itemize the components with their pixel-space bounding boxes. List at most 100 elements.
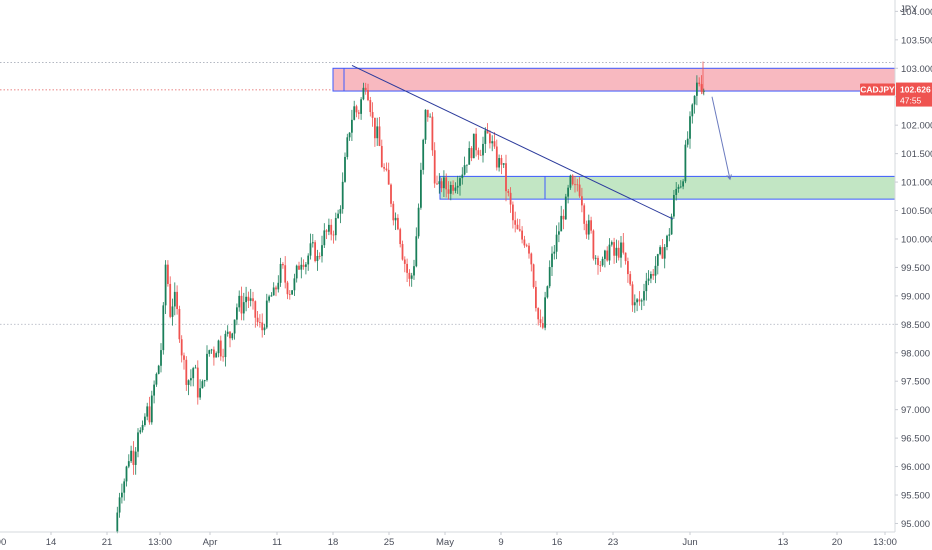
- candle-body: [141, 425, 144, 431]
- candle-body: [215, 353, 218, 358]
- candle-body: [463, 165, 466, 175]
- candle-body: [599, 265, 602, 266]
- candle-body: [153, 384, 155, 396]
- candle-body: [123, 481, 126, 493]
- candle-body: [682, 181, 684, 187]
- projection-arrow[interactable]: [711, 96, 731, 180]
- candle-body: [305, 264, 307, 267]
- x-tick-label: Jun: [682, 537, 697, 548]
- candle-body: [249, 298, 252, 301]
- candle-body: [406, 263, 408, 273]
- candle-body: [617, 247, 620, 258]
- candle-body: [523, 239, 526, 246]
- price-zones[interactable]: [332, 67, 896, 200]
- candle-body: [367, 90, 369, 101]
- candle-body: [652, 274, 655, 276]
- x-tick-label: 9: [498, 537, 503, 548]
- candle-body: [134, 451, 137, 465]
- candle-body: [422, 139, 425, 170]
- candle-body: [502, 163, 505, 165]
- candle-body: [125, 466, 128, 482]
- candle-body: [558, 231, 560, 235]
- candle-body: [144, 416, 146, 426]
- candle-body: [233, 319, 236, 334]
- candle-body: [592, 230, 595, 259]
- candle-body: [633, 302, 636, 306]
- candle-body: [231, 333, 234, 339]
- candle-body: [357, 112, 360, 114]
- candle-body: [403, 259, 406, 264]
- candle-body: [371, 112, 374, 118]
- candle-body: [656, 254, 659, 266]
- candle-body: [562, 215, 565, 220]
- candle-body: [378, 126, 381, 146]
- candle-body: [298, 265, 300, 270]
- candle-body: [518, 229, 521, 231]
- candle-body: [659, 247, 661, 255]
- candle-body: [387, 169, 390, 185]
- candle-body: [532, 264, 535, 287]
- x-tick-label: Apr: [203, 537, 218, 548]
- candle-body: [206, 353, 208, 381]
- candle-body: [514, 220, 517, 225]
- candle-body: [443, 177, 445, 189]
- time-axis[interactable]: 6:00 14 21 13:00 Apr 11 18 25 May 9 16 23 Jun 13 20 13:…: [0, 532, 897, 548]
- candle-body: [199, 388, 201, 398]
- candle-body: [137, 432, 139, 452]
- candle-body: [240, 295, 243, 314]
- candle-body: [309, 243, 312, 256]
- candle-body: [482, 143, 484, 156]
- candle-body: [155, 373, 158, 385]
- y-tick-label: 102.000: [901, 121, 932, 132]
- resistance-zone[interactable]: [332, 67, 896, 92]
- candle-body: [689, 116, 691, 139]
- candle-body: [272, 287, 275, 296]
- candle-body: [282, 263, 284, 266]
- candle-body: [486, 130, 489, 134]
- candle-body: [541, 323, 544, 328]
- candle-body: [452, 184, 454, 191]
- candle-body: [392, 203, 395, 221]
- chart-drawings[interactable]: [351, 64, 732, 220]
- candle-body: [530, 253, 533, 265]
- candle-body: [369, 100, 372, 113]
- candle-body: [555, 234, 558, 252]
- candle-body: [351, 119, 353, 133]
- candle-body: [275, 287, 277, 290]
- candle-body: [383, 167, 385, 169]
- candle-body: [178, 309, 181, 340]
- candle-body: [374, 117, 376, 139]
- candle-body: [604, 250, 606, 259]
- candle-body: [666, 235, 668, 248]
- candle-body: [643, 291, 645, 301]
- candle-body: [132, 450, 135, 465]
- candle-body: [118, 497, 121, 513]
- y-tick-label: 101.500: [901, 149, 932, 160]
- candle-body: [546, 286, 549, 298]
- price-axis[interactable]: 104.000103.500103.000102.500102.000101.5…: [895, 7, 932, 530]
- candle-body: [493, 141, 496, 147]
- candle-body: [408, 272, 411, 279]
- candle-body: [431, 116, 434, 151]
- candle-body: [574, 184, 576, 186]
- candle-body: [185, 359, 188, 385]
- symbol-badge: [860, 83, 895, 96]
- x-tick-label: 23: [608, 537, 619, 548]
- candle-body: [270, 295, 273, 297]
- candle-body: [116, 512, 119, 532]
- x-tick-label: 16: [552, 537, 563, 548]
- candle-body: [150, 395, 153, 423]
- candle-body: [148, 406, 151, 423]
- candle-body: [521, 230, 523, 240]
- candle-body: [196, 367, 199, 398]
- candle-body: [323, 230, 326, 246]
- trendline[interactable]: [351, 64, 674, 220]
- candle-body: [339, 209, 342, 214]
- candle-body: [615, 247, 618, 256]
- candle-body: [590, 220, 592, 231]
- candle-body: [624, 252, 627, 262]
- candle-body: [295, 265, 298, 279]
- candle-body: [337, 213, 339, 219]
- candle-body: [693, 95, 696, 105]
